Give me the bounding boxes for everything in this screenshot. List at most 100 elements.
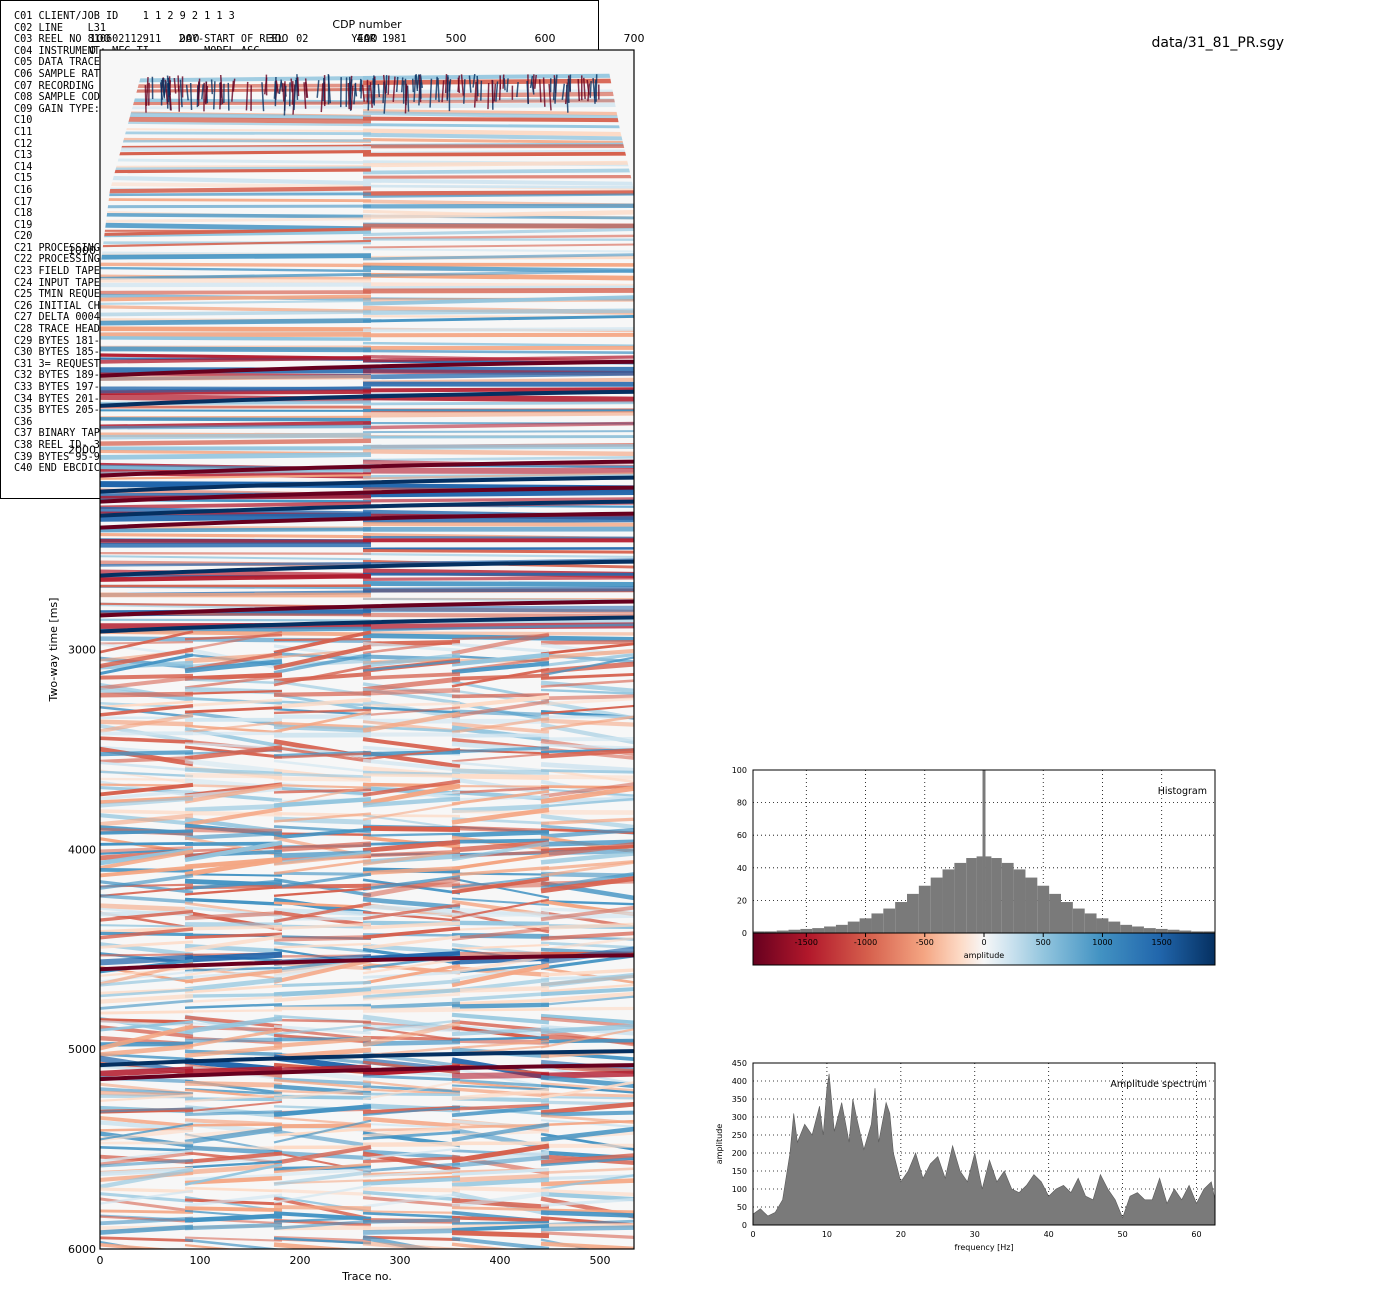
y-tick-label: 5000 <box>68 1043 96 1056</box>
seismic-reflector <box>540 1208 634 1214</box>
seismic-onset-mark <box>361 84 365 102</box>
seismic-reflector <box>451 1186 550 1193</box>
seismic-onset-mark <box>144 85 147 113</box>
seismic-reflector <box>100 1189 194 1205</box>
seismic-reflector <box>100 789 194 801</box>
seismic-image <box>100 50 634 1249</box>
seismic-reflector <box>540 774 634 780</box>
seismic-onset-mark <box>487 82 490 110</box>
seismic-reflector <box>100 618 372 622</box>
seismic-reflector <box>362 921 461 930</box>
seismic-reflector <box>362 109 634 117</box>
seismic-reflector <box>100 829 194 835</box>
seismic-reflector <box>184 827 283 834</box>
seismic-onset-mark <box>587 83 591 102</box>
seismic-reflector <box>362 210 634 220</box>
seismic-reflector <box>451 1088 550 1101</box>
seismic-reflector <box>100 750 194 757</box>
seismic-reflector <box>540 995 634 1006</box>
seismic-reflector <box>362 535 634 539</box>
seismic-reflector <box>362 497 634 503</box>
seismic-reflector <box>273 1219 372 1230</box>
seismic-reflector <box>362 903 461 915</box>
seismic-reflector <box>362 875 461 891</box>
seismic-reflector <box>540 1231 634 1239</box>
seismic-reflector <box>273 630 372 655</box>
seismic-reflector <box>362 1235 461 1242</box>
seismic-reflector <box>451 1008 550 1012</box>
x-axis-label: Trace no. <box>341 1270 392 1283</box>
seismic-reflector <box>100 262 372 268</box>
seismic-reflector <box>100 168 372 174</box>
seismic-onset-mark <box>593 79 597 99</box>
seismic-reflector <box>540 860 634 871</box>
histogram-title: Histogram <box>1158 786 1207 797</box>
seismic-reflector <box>184 1123 283 1127</box>
seismic-frame <box>99 49 635 1250</box>
seismic-reflector <box>100 1167 194 1177</box>
seismic-reflector <box>184 1173 283 1181</box>
seismic-onset-mark <box>369 82 373 108</box>
seismic-onset-mark <box>210 79 214 95</box>
seismic-reflector <box>362 488 634 498</box>
seismic-reflector <box>273 776 372 782</box>
seismic-onset-mark <box>283 85 287 116</box>
seismic-onset-mark <box>273 81 277 99</box>
seismic-reflector <box>100 1024 194 1051</box>
seismic-reflector <box>100 1145 194 1152</box>
seismic-reflector <box>451 1223 550 1232</box>
seismic-onset-mark <box>347 82 350 110</box>
seismic-reflector <box>451 1002 550 1009</box>
seismic-reflector <box>100 1094 194 1103</box>
seismic-reflector <box>540 1126 634 1142</box>
seismic-reflector <box>362 315 634 323</box>
seismic-reflector <box>362 430 634 434</box>
seismic-reflector <box>362 123 634 129</box>
seismic-reflector <box>362 1021 461 1048</box>
seismic-reflector <box>362 1162 461 1173</box>
seismic-reflector <box>184 885 283 896</box>
seismic-reflector <box>451 1012 550 1025</box>
seismic-reflector <box>540 1210 634 1218</box>
seismic-reflector <box>362 576 634 581</box>
histogram-bar <box>788 929 801 933</box>
seismic-reflector <box>100 278 372 284</box>
seismic-reflector <box>184 984 283 994</box>
histogram-bar <box>942 869 955 933</box>
y-tick-label: 3000 <box>68 644 96 657</box>
seismic-reflector <box>362 370 634 380</box>
seismic-reflector <box>100 1151 194 1166</box>
x2-tick-label: 400 <box>357 32 378 45</box>
seismic-reflector <box>184 897 283 906</box>
seismic-reflector <box>451 991 550 1002</box>
seismic-reflector <box>100 813 194 827</box>
seismic-reflector <box>100 182 372 189</box>
seismic-reflector <box>362 410 634 418</box>
spectrum-y-tick-label: 200 <box>732 1149 747 1158</box>
histogram-bar <box>1061 902 1073 933</box>
seismic-reflector <box>451 632 550 656</box>
x2-tick-label: 200 <box>179 32 200 45</box>
seismic-onset-mark <box>327 73 331 104</box>
spectrum-title: Amplitude spectrum <box>1110 1079 1207 1090</box>
seismic-reflector <box>540 983 634 993</box>
spectrum-x-tick-label: 50 <box>1118 1230 1128 1239</box>
seismic-reflector <box>362 387 634 393</box>
seismic-reflector <box>184 1003 283 1009</box>
seismic-reflector <box>362 825 461 832</box>
seismic-reflector <box>362 672 461 681</box>
seismic-onset-mark <box>387 75 390 95</box>
seismic-reflector <box>362 992 461 1001</box>
seismic-reflector <box>362 612 634 618</box>
seismic-reflector <box>540 715 634 731</box>
seismic-reflector <box>540 991 634 1003</box>
seismic-onset-mark <box>201 84 204 100</box>
histogram-bar <box>918 885 931 933</box>
seismic-reflector <box>273 1184 372 1204</box>
histogram-bar <box>991 858 1002 933</box>
spectrum-y-tick-label: 150 <box>732 1167 747 1176</box>
seismic-onset-mark <box>463 79 466 104</box>
seismic-reflector <box>184 1163 283 1186</box>
seismic-strong-reflector <box>100 499 634 518</box>
seismic-reflector <box>273 812 372 823</box>
